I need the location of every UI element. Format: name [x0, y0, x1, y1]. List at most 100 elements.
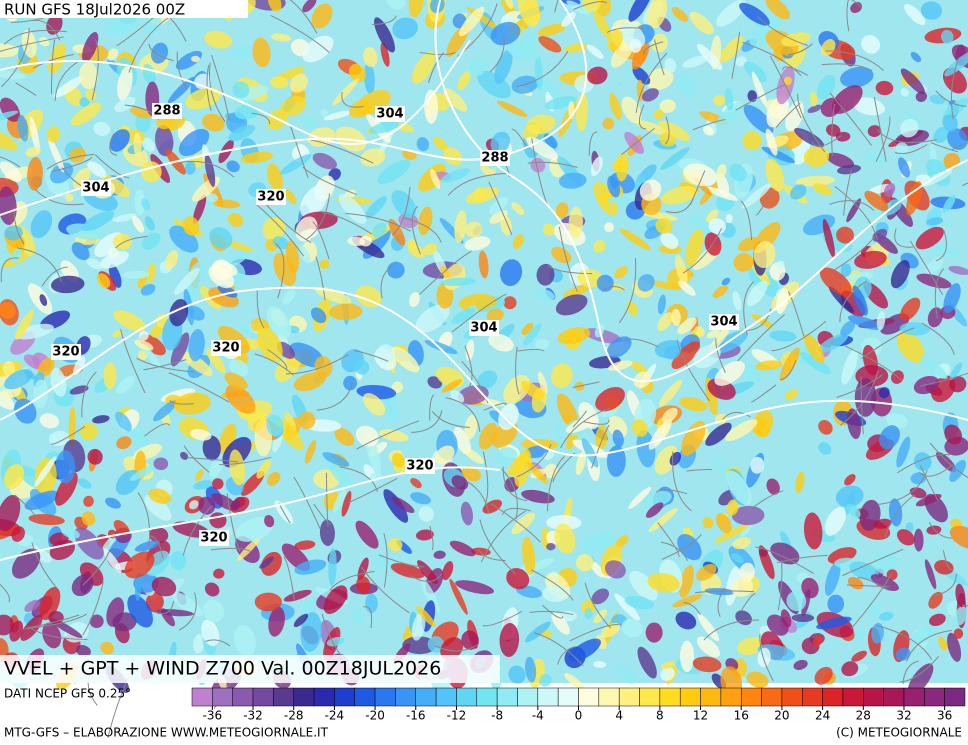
velocity-patch: [942, 194, 956, 214]
streamline: [409, 573, 443, 582]
streamline: [309, 139, 374, 164]
velocity-patch: [637, 646, 657, 679]
streamline: [546, 456, 565, 512]
streamline: [569, 623, 622, 642]
velocity-patch: [81, 210, 115, 232]
streamline: [861, 327, 915, 359]
velocity-patch: [897, 529, 915, 546]
streamline: [209, 62, 226, 123]
velocity-patch: [511, 202, 525, 215]
velocity-patch: [557, 327, 591, 345]
velocity-patch: [304, 439, 317, 464]
streamline: [137, 492, 151, 548]
streamline: [380, 264, 395, 299]
velocity-patch: [391, 346, 420, 373]
streamline: [664, 116, 670, 145]
velocity-patch: [247, 412, 267, 432]
velocity-patch: [550, 363, 573, 388]
velocity-patch: [816, 616, 852, 630]
velocity-patch: [254, 592, 282, 612]
colorbar-swatch: [191, 687, 213, 707]
colorbar-swatch: [700, 687, 722, 707]
velocity-patch: [844, 474, 856, 486]
velocity-patch: [17, 114, 29, 142]
velocity-patch: [646, 68, 674, 91]
velocity-patch: [629, 570, 658, 601]
streamline: [91, 39, 99, 101]
streamline: [419, 51, 456, 56]
velocity-patch: [584, 607, 593, 620]
streamline: [0, 36, 64, 52]
streamline: [31, 542, 58, 590]
streamline: [929, 442, 968, 479]
velocity-patch: [500, 215, 513, 236]
velocity-patch: [409, 292, 420, 307]
velocity-patch: [294, 540, 316, 550]
streamline: [920, 372, 968, 387]
colorbar-swatch: [313, 687, 335, 707]
velocity-patch: [672, 594, 702, 608]
velocity-patch: [424, 340, 458, 354]
velocity-patch: [876, 310, 886, 331]
streamline: [489, 36, 505, 73]
velocity-patch: [636, 429, 656, 468]
velocity-patch: [658, 379, 683, 407]
streamline: [756, 15, 809, 46]
velocity-patch: [533, 288, 555, 301]
streamline: [516, 50, 569, 88]
velocity-patch: [256, 460, 272, 479]
streamline: [29, 627, 88, 640]
velocity-patch: [48, 430, 70, 447]
streamline: [902, 660, 919, 685]
velocity-patch: [708, 218, 726, 235]
velocity-patch: [647, 280, 682, 291]
velocity-patch: [739, 2, 770, 26]
streamline: [584, 582, 612, 629]
velocity-patch: [724, 88, 734, 111]
streamline: [178, 592, 197, 631]
streamline: [46, 153, 95, 170]
velocity-patch: [442, 88, 468, 112]
velocity-patch: [660, 661, 675, 670]
streamline: [833, 235, 876, 271]
velocity-patch: [947, 632, 962, 662]
colorbar-swatch: [395, 687, 417, 707]
velocity-patch: [678, 280, 696, 296]
streamline: [52, 156, 93, 172]
streamline: [829, 200, 875, 211]
velocity-patch: [604, 560, 626, 579]
velocity-patch: [612, 429, 624, 448]
velocity-patch: [300, 612, 322, 652]
streamline: [771, 320, 827, 352]
streamline: [54, 59, 81, 101]
velocity-patch: [169, 225, 199, 253]
velocity-patch: [679, 640, 695, 673]
streamline: [657, 522, 680, 558]
velocity-patch: [25, 146, 41, 157]
velocity-patch: [188, 329, 205, 362]
velocity-patch: [807, 104, 822, 114]
velocity-patch: [3, 360, 16, 377]
velocity-patch: [895, 647, 911, 661]
velocity-patch: [108, 264, 122, 288]
velocity-patch: [156, 609, 194, 617]
velocity-patch: [28, 514, 65, 526]
velocity-patch: [231, 500, 241, 510]
velocity-patch: [554, 523, 576, 554]
streamline: [797, 93, 826, 153]
colorbar-swatch: [598, 687, 620, 707]
velocity-patch: [383, 489, 409, 523]
velocity-patch: [486, 308, 504, 323]
colorbar-swatch: [659, 687, 681, 707]
contour-line: [0, 286, 968, 457]
streamline: [750, 384, 777, 403]
streamline: [501, 507, 531, 516]
velocity-patch: [706, 209, 719, 223]
velocity-patch: [362, 393, 386, 416]
velocity-patch: [79, 62, 99, 90]
velocity-patch: [506, 43, 540, 61]
velocity-patch: [293, 613, 309, 628]
velocity-patch: [391, 381, 404, 393]
velocity-patch: [352, 609, 364, 625]
velocity-patch: [814, 666, 833, 685]
